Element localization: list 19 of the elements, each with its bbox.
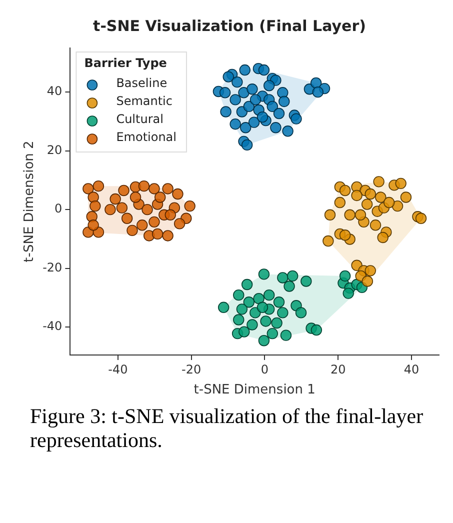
legend-title: Barrier Type [84,56,167,70]
x-axis-title: t-SNE Dimension 1 [194,382,316,398]
y-tick-label: -40 [42,319,62,334]
y-tick-label: -20 [42,260,62,274]
x-tick-label: -20 [181,362,202,376]
x-tick-label: 0 [260,362,269,376]
legend-label: Emotional [116,130,176,144]
x-tick-label: -40 [108,362,128,376]
legend-label: Semantic [116,94,172,108]
y-tick-label: 0 [54,202,62,216]
chart-title: t-SNE Visualization (Final Layer) [93,16,366,35]
y-tick-label: 20 [46,142,62,157]
x-tick-label: 40 [404,362,420,376]
x-tick-label: 20 [330,362,346,376]
legend-label: Baseline [116,76,168,90]
y-axis-title: t-SNE Dimension 2 [22,140,38,262]
y-tick-label: 40 [46,84,62,98]
legend-label: Cultural [116,112,164,126]
caption: Figure 3: t-SNE visualization of the final-layer representations. [30,404,424,452]
